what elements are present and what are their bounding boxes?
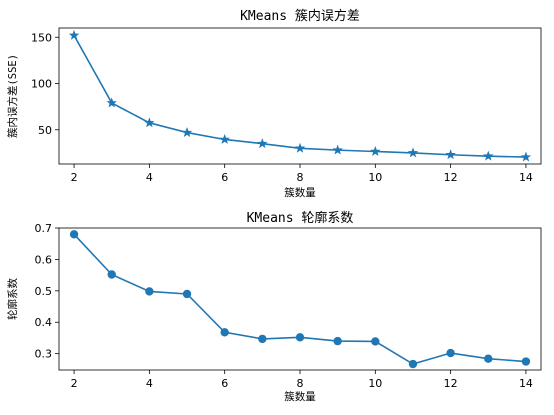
silhouette-data-point xyxy=(107,270,116,279)
sse-ytick-label: 100 xyxy=(31,78,52,91)
silhouette-xtick-label: 8 xyxy=(297,377,304,390)
silhouette-data-point xyxy=(69,230,79,239)
sse-data-point xyxy=(370,146,381,156)
silhouette-xtick-label: 12 xyxy=(444,377,458,390)
silhouette-xtick-label: 6 xyxy=(221,377,228,390)
silhouette-data-point xyxy=(295,333,305,342)
silhouette-series-line xyxy=(73,233,526,365)
sse-xtick-label: 8 xyxy=(297,171,304,184)
silhouette-chart-ylabel: 轮廓系数 xyxy=(6,278,19,320)
silhouette-data-point xyxy=(484,354,493,363)
silhouette-data-point xyxy=(145,287,154,296)
silhouette-ytick-label: 0.4 xyxy=(35,316,53,329)
sse-data-point xyxy=(144,117,155,128)
sse-data-point xyxy=(106,97,117,108)
sse-chart: KMeans 簇内误方差 簇数量 簇内误方差(SSE) 2 4 6 8 10 12 14 50… xyxy=(6,8,542,199)
sse-chart-title: KMeans 簇内误方差 xyxy=(240,8,360,24)
silhouette-ytick-label: 0.5 xyxy=(35,285,53,298)
silhouette-data-point xyxy=(371,337,380,346)
silhouette-chart-xlabel: 簇数量 xyxy=(284,390,316,403)
sse-data-point xyxy=(332,144,343,155)
silhouette-data-point xyxy=(220,328,229,337)
sse-ytick-label: 150 xyxy=(31,31,52,44)
sse-xtick-label: 6 xyxy=(221,171,228,184)
silhouette-ytick-label: 0.6 xyxy=(35,253,53,266)
sse-xtick-label: 2 xyxy=(71,171,78,184)
silhouette-xtick-label: 10 xyxy=(368,377,382,390)
sse-data-point xyxy=(407,147,419,158)
sse-data-point xyxy=(219,134,230,144)
sse-data-point xyxy=(294,142,306,153)
sse-data-point xyxy=(257,138,268,149)
silhouette-data-point xyxy=(521,357,531,366)
silhouette-ytick-label: 0.7 xyxy=(35,222,53,235)
sse-ytick-label: 50 xyxy=(38,124,52,137)
silhouette-data-point xyxy=(408,359,418,369)
sse-xtick-label: 14 xyxy=(519,171,533,184)
sse-series-line xyxy=(73,35,526,158)
silhouette-chart: KMeans 轮廓系数 簇数量 轮廓系数 2 4 6 8 10 12 14 0.3 0.4 0.5… xyxy=(6,210,542,403)
silhouette-chart-title: KMeans 轮廓系数 xyxy=(247,210,354,226)
sse-xtick-label: 4 xyxy=(146,171,153,184)
silhouette-axes-frame xyxy=(58,227,542,371)
sse-chart-ylabel: 簇内误方差(SSE) xyxy=(6,54,19,138)
sse-chart-xlabel: 簇数量 xyxy=(284,186,316,199)
sse-xtick-label: 12 xyxy=(444,171,458,184)
silhouette-xtick-label: 14 xyxy=(519,377,533,390)
sse-data-point xyxy=(68,29,80,40)
silhouette-data-point xyxy=(446,348,455,358)
silhouette-data-point xyxy=(258,334,267,344)
sse-data-point xyxy=(181,127,193,137)
silhouette-ytick-label: 0.3 xyxy=(35,348,53,361)
sse-data-point xyxy=(483,150,494,161)
silhouette-data-point xyxy=(333,336,342,346)
sse-data-point xyxy=(520,151,532,162)
silhouette-xtick-label: 4 xyxy=(146,377,153,390)
silhouette-data-point xyxy=(182,289,192,299)
sse-data-point xyxy=(445,149,456,160)
silhouette-xtick-label: 2 xyxy=(71,377,78,390)
sse-xtick-label: 10 xyxy=(368,171,382,184)
